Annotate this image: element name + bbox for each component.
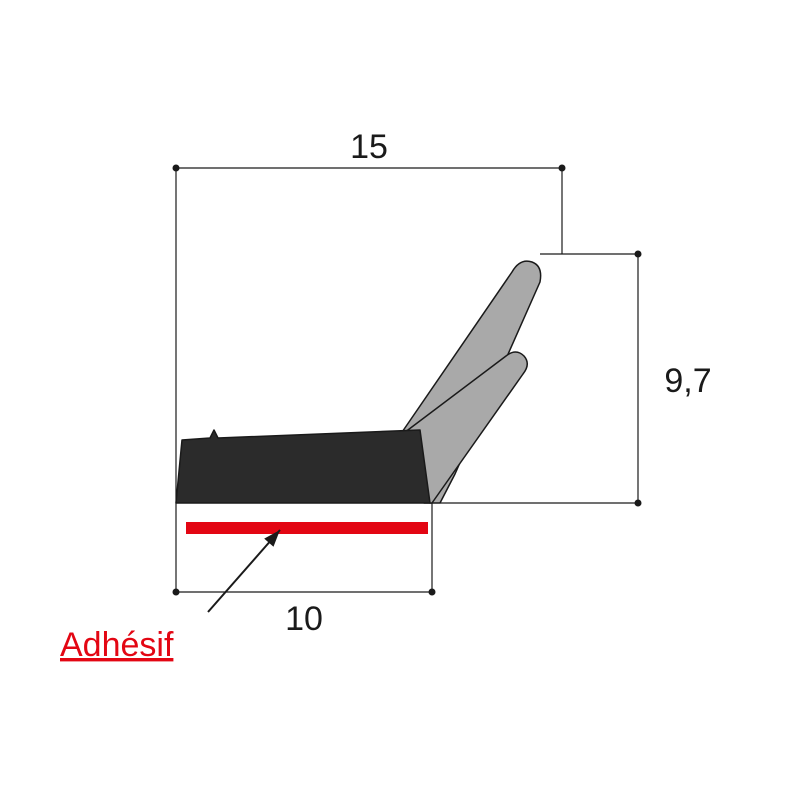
dim-dot bbox=[429, 589, 436, 596]
dim-dot bbox=[559, 165, 566, 172]
dim-right-value: 9,7 bbox=[664, 362, 711, 400]
profile-base bbox=[176, 430, 430, 503]
dim-dot bbox=[173, 589, 180, 596]
dim-dot bbox=[173, 165, 180, 172]
dim-bottom-value: 10 bbox=[285, 600, 323, 638]
dim-dot bbox=[635, 251, 642, 258]
adhesive-label: Adhésif bbox=[60, 626, 174, 664]
dim-dot bbox=[635, 500, 642, 507]
dim-top-value: 15 bbox=[350, 128, 388, 166]
technical-drawing: 15 9,7 10 Adhésif bbox=[0, 0, 800, 800]
